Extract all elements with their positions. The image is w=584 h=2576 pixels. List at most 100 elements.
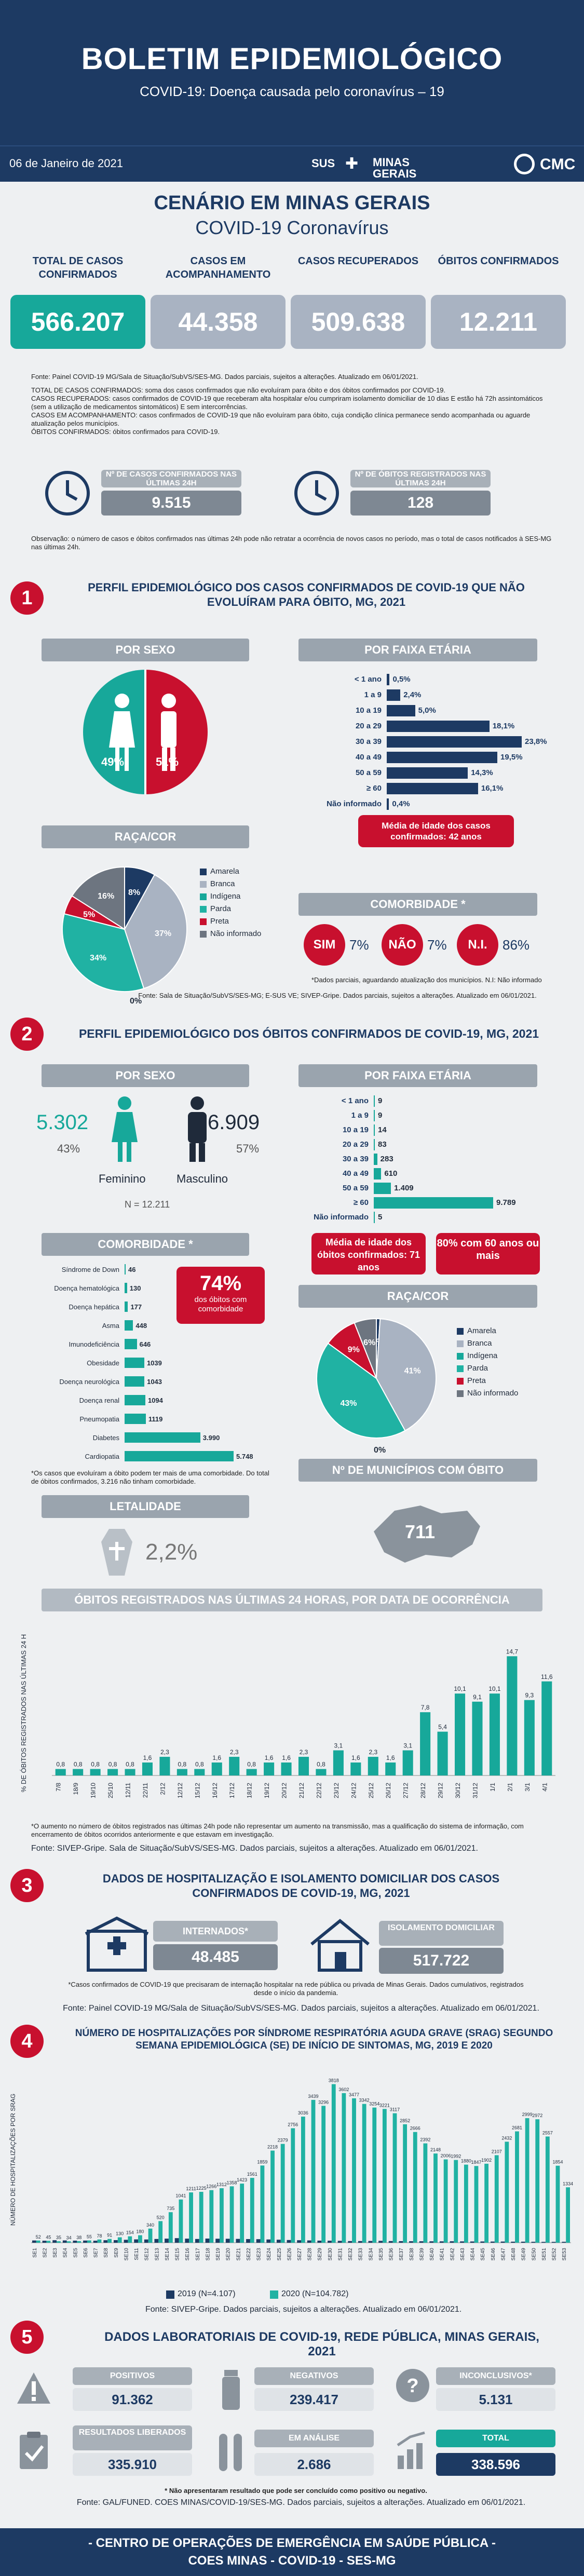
x-tick: 20/12 <box>281 1783 288 1798</box>
bar <box>515 2131 519 2243</box>
plus-icon: ✚ <box>345 155 359 172</box>
section-number: 2 <box>10 1018 44 1051</box>
pie-label: 8% <box>128 888 140 897</box>
section5-title: DADOS LABORATORIAIS DE COVID-19, REDE PÚ… <box>104 2330 539 2358</box>
x-tick: SE25 <box>277 2248 282 2261</box>
bar-label: 11,6 <box>541 1673 553 1680</box>
bar <box>199 2192 203 2243</box>
analysis-value: 2.686 <box>254 2453 374 2476</box>
age-bar <box>387 798 389 810</box>
cmc-logo-icon <box>514 154 535 174</box>
x-tick: SE34 <box>368 2248 374 2261</box>
comorbidity-value: 1039 <box>146 1359 162 1367</box>
x-tick: 19/12 <box>263 1783 270 1798</box>
pie-zero-label: 0% <box>130 997 142 1006</box>
bar <box>311 2099 316 2243</box>
race-head: RAÇA/COR <box>42 825 249 848</box>
x-tick: SE5 <box>73 2248 78 2258</box>
comorbidity-label: Doença neurológica <box>59 1378 119 1386</box>
vial-icon <box>222 2370 240 2410</box>
y-axis-label: % DE ÓBITOS REGISTRADOS NAS ÚLTIMAS 24 H <box>20 1634 28 1792</box>
x-tick: 17/12 <box>228 1783 236 1798</box>
bar <box>328 2241 332 2243</box>
page-subtitle: COVID-19: Doença causada pelo coronavíru… <box>140 84 444 99</box>
female-icon <box>112 1096 138 1162</box>
pie-label: 5% <box>83 910 95 919</box>
negative-label: NEGATIVOS <box>254 2367 374 2385</box>
x-tick: SE19 <box>215 2248 221 2261</box>
bar <box>420 1712 431 1775</box>
x-tick: 22/11 <box>142 1783 149 1798</box>
age-value: 9.789 <box>496 1198 516 1207</box>
bar <box>298 1757 309 1775</box>
comorbidity-label: Síndrome de Down <box>61 1266 119 1273</box>
kpi-value: 44.358 <box>151 295 286 349</box>
srag-chart: NÚMERO DE HOSPITALIZAÇÕES POR SRAG52SE14… <box>9 2078 573 2261</box>
legend-swatch <box>457 1365 464 1372</box>
comorbidity-label: Pneumopatia <box>79 1415 119 1423</box>
x-tick: SE53 <box>562 2248 567 2261</box>
deaths24-chart: % DE ÓBITOS REGISTRADOS NAS ÚLTIMAS 24 H… <box>20 1634 555 1798</box>
bar-label: 3,1 <box>403 1742 412 1750</box>
legend-swatch <box>200 918 207 925</box>
bar-label: 1854 <box>552 2160 563 2165</box>
x-tick: SE30 <box>328 2248 333 2261</box>
bar <box>154 2239 159 2243</box>
bar <box>378 2241 383 2243</box>
x-tick: SE28 <box>307 2248 313 2261</box>
bar-label: 1211 <box>186 2186 196 2191</box>
pie-label: 9% <box>348 1346 360 1354</box>
cases-24h-value: 9.515 <box>101 491 241 516</box>
note-24h: Observação: o número de casos e óbitos c… <box>31 535 552 551</box>
bar-label: 2972 <box>532 2113 542 2118</box>
bar <box>90 1769 101 1775</box>
age-value: 83 <box>378 1140 387 1149</box>
legend-label: Preta <box>467 1376 486 1385</box>
x-tick: SE7 <box>93 2248 99 2258</box>
x-tick: SE22 <box>246 2248 252 2261</box>
bar <box>144 2239 148 2243</box>
svg-text:?: ? <box>406 2375 418 2397</box>
section2-source: Fonte: SIVEP-Gripe. Sala de Situação/Sub… <box>31 1844 478 1853</box>
bar <box>297 2240 301 2243</box>
bar-label: 0,8 <box>126 1761 134 1768</box>
age-bar <box>374 1139 375 1150</box>
x-tick: SE39 <box>419 2248 425 2261</box>
age-bar <box>374 1095 375 1107</box>
legend-label: Parda <box>467 1364 488 1373</box>
section3-note: *Casos confirmados de COVID-19 que preci… <box>68 1981 524 1997</box>
comorbidity-bar <box>125 1301 128 1312</box>
age-bar <box>374 1197 493 1209</box>
bar <box>429 2241 434 2243</box>
bar <box>168 2212 173 2243</box>
legend-label: Indígena <box>210 892 241 901</box>
bar-label: 91 <box>107 2233 112 2238</box>
x-tick: 25/12 <box>368 1783 375 1798</box>
age-bar <box>387 721 490 732</box>
section3-title: DADOS DE HOSPITALIZAÇÃO E ISOLAMENTO DOM… <box>102 1872 500 1900</box>
age-head: POR FAIXA ETÁRIA <box>298 639 537 661</box>
bar <box>521 2242 525 2243</box>
bar <box>159 1757 170 1775</box>
bar <box>264 1762 275 1775</box>
total-label: TOTAL <box>436 2430 555 2447</box>
bar <box>484 2163 489 2243</box>
bar <box>413 2132 417 2243</box>
total-value: 338.596 <box>436 2453 555 2476</box>
bar-label: 1992 <box>451 2154 461 2159</box>
bar-label: 1,6 <box>282 1754 291 1761</box>
x-tick: SE14 <box>165 2248 170 2261</box>
clock-24h-icon <box>45 471 90 516</box>
x-tick: 29/12 <box>437 1783 444 1798</box>
bar-label: 1859 <box>257 2159 267 2164</box>
age-value: 14,3% <box>471 768 493 777</box>
age-label: 50 a 59 <box>355 768 382 777</box>
sex-head: POR SEXO <box>42 1064 249 1087</box>
bar <box>246 2239 250 2243</box>
male-icon <box>188 1096 207 1162</box>
bar-label: 1,6 <box>143 1754 152 1761</box>
x-tick: 26/12 <box>385 1783 392 1798</box>
age-label: 20 a 29 <box>355 722 382 730</box>
bar-label: 52 <box>36 2234 41 2240</box>
date-bar: 06 de Janeiro de 2021 SUS ✚ MINAS GERAIS… <box>0 145 584 182</box>
